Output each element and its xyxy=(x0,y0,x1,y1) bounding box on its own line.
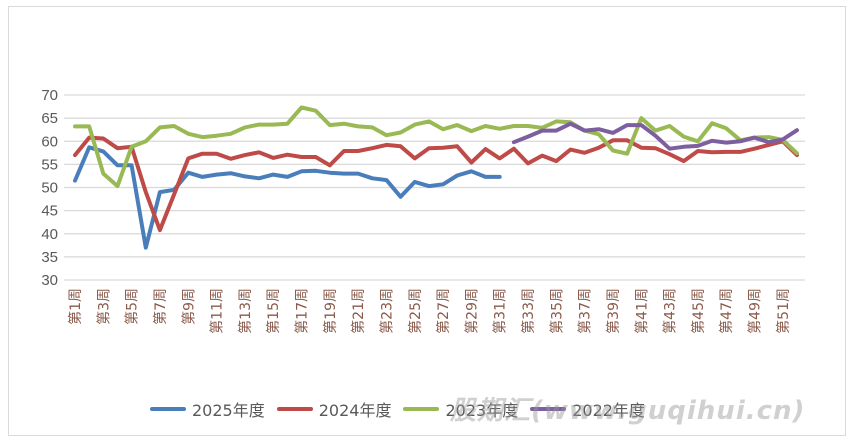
series-line-2023年度 xyxy=(73,105,799,189)
legend-swatch xyxy=(150,407,186,411)
x-tick-label: 第43周 xyxy=(662,288,679,334)
x-tick-label: 第19周 xyxy=(322,288,339,334)
legend-label: 2022年度 xyxy=(572,401,645,420)
x-tick-label: 第13周 xyxy=(237,288,254,334)
series-line-2024年度 xyxy=(73,135,799,233)
x-tick-label: 第27周 xyxy=(435,288,452,334)
x-tick-label: 第31周 xyxy=(492,288,509,334)
x-tick-label: 第15周 xyxy=(265,288,282,334)
x-tick-label: 第17周 xyxy=(294,288,311,334)
x-tick-label: 第5周 xyxy=(124,288,141,325)
x-tick-label: 第47周 xyxy=(718,288,735,334)
x-tick-label: 第3周 xyxy=(95,288,112,325)
x-tick-label: 第37周 xyxy=(577,288,594,334)
x-tick-label: 第39周 xyxy=(605,288,622,334)
y-tick-label: 50 xyxy=(41,180,58,197)
y-tick-label: 70 xyxy=(41,87,58,104)
x-tick-label: 第9周 xyxy=(180,288,197,325)
legend-swatch xyxy=(276,407,313,411)
y-tick-label: 40 xyxy=(41,226,58,243)
x-tick-label: 第29周 xyxy=(463,288,480,334)
legend-item: 2024年度 xyxy=(276,397,392,421)
y-tick-label: 65 xyxy=(41,110,58,127)
x-tick-label: 第11周 xyxy=(209,288,226,334)
legend-item: 2022年度 xyxy=(530,397,645,421)
x-tick-label: 第45周 xyxy=(690,288,707,334)
x-tick-label: 第35周 xyxy=(548,288,565,334)
x-tick-label: 第41周 xyxy=(633,288,650,334)
y-tick-label: 60 xyxy=(41,133,58,150)
chart-frame xyxy=(8,6,846,436)
y-tick-label: 45 xyxy=(41,203,58,220)
x-tick-label: 第7周 xyxy=(152,288,169,325)
x-tick-label: 第23周 xyxy=(378,288,395,334)
x-tick-label: 第25周 xyxy=(407,288,424,334)
legend-swatch xyxy=(403,407,440,411)
legend-item: 2025年度 xyxy=(150,397,265,421)
x-tick-label: 第21周 xyxy=(350,288,367,334)
x-tick-label: 第49周 xyxy=(747,288,764,334)
y-tick-label: 55 xyxy=(41,156,58,173)
series-line-2025年度 xyxy=(73,145,502,250)
x-tick-label: 第33周 xyxy=(520,288,537,334)
legend-label: 2023年度 xyxy=(445,401,519,420)
x-tick-label: 第51周 xyxy=(775,288,792,334)
legend: 2025年度 2024年度 2023年度 2022年度 xyxy=(150,397,645,421)
x-tick-label: 第1周 xyxy=(67,288,84,325)
y-tick-label: 35 xyxy=(41,249,58,266)
legend-label: 2025年度 xyxy=(192,401,265,420)
y-tick-label: 30 xyxy=(41,272,58,289)
watermark: 股期汇(www.guqihui.cn) xyxy=(450,396,806,426)
series-line-2022年度 xyxy=(511,121,799,151)
legend-label: 2024年度 xyxy=(318,401,392,420)
legend-swatch xyxy=(530,407,567,411)
legend-item: 2023年度 xyxy=(403,397,518,421)
